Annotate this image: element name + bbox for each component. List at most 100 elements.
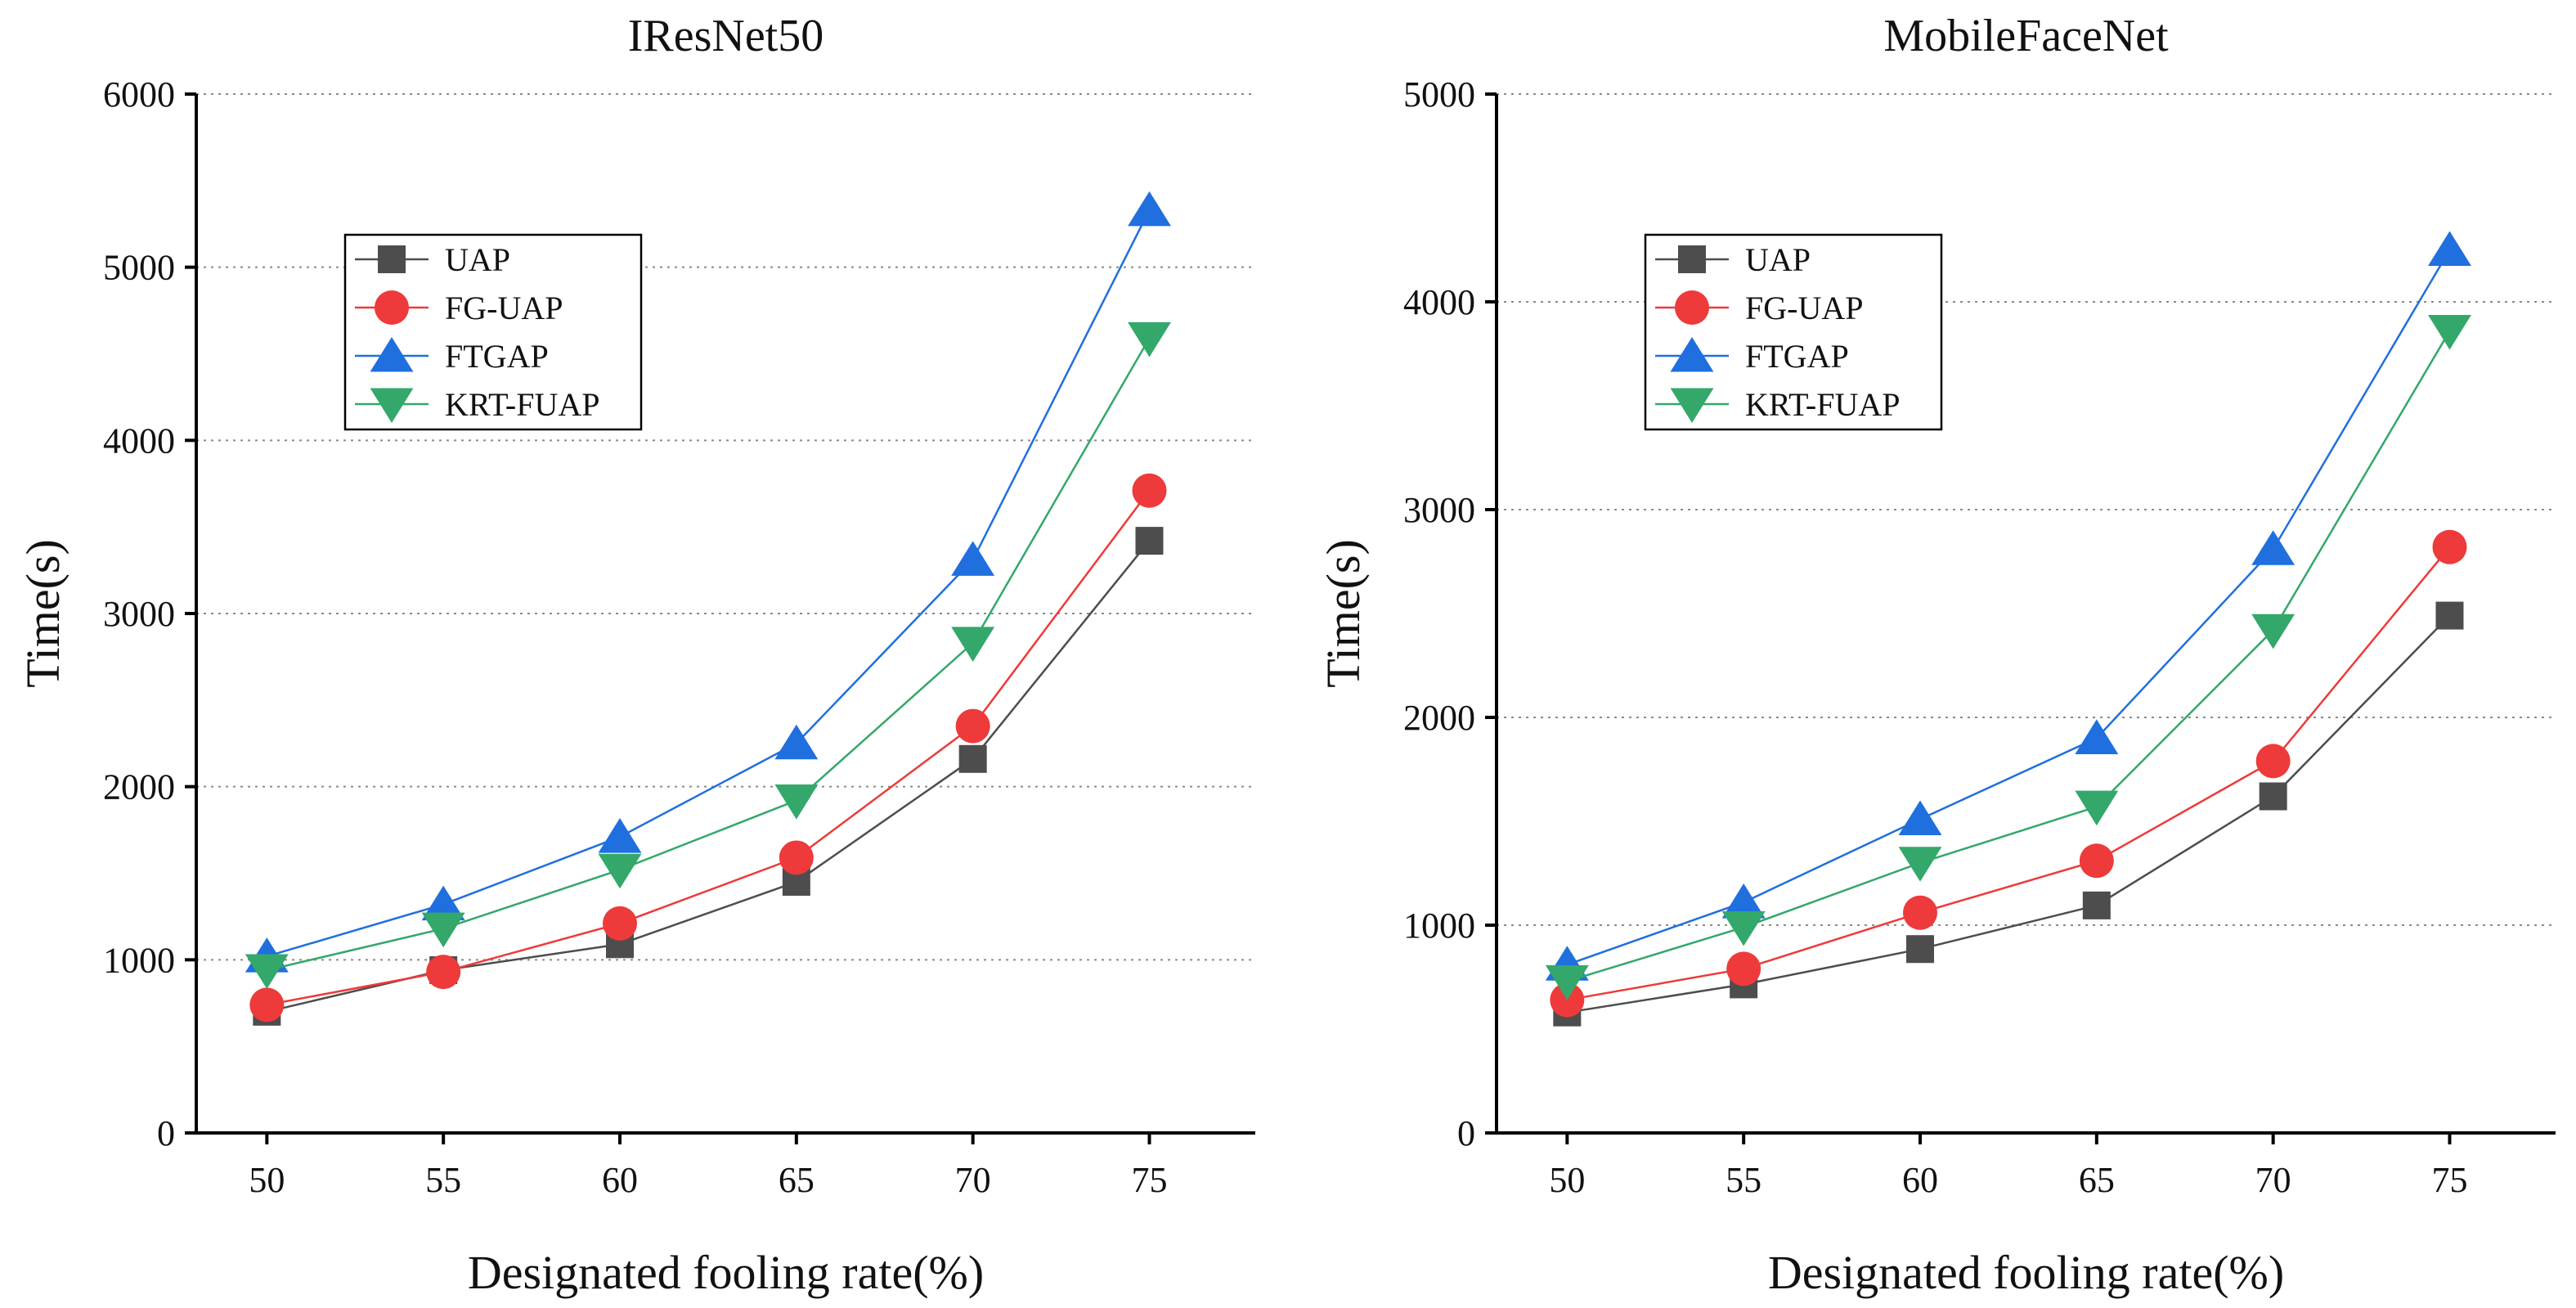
series-line [266,209,1151,958]
series-line [267,540,1151,1014]
data-point [426,955,461,990]
chart-title: IResNet50 [628,11,824,61]
legend-label: KRT-FUAP [1745,386,1901,423]
x-tick-label: 75 [2432,1160,2468,1200]
y-tick-label: 1000 [103,940,175,980]
legend-marker [1670,337,1714,372]
legend-label: FG-UAP [445,290,563,326]
data-point [421,912,465,948]
data-point [779,840,814,875]
series-ftgap [1545,231,2471,981]
series-line [1567,546,2451,1001]
legend-label: FG-UAP [1745,290,1863,326]
series-fg-uap [249,473,1167,1023]
data-point [955,708,990,744]
data-point [774,784,819,820]
y-tick-label: 2000 [1403,698,1475,738]
series-line [267,337,1151,972]
data-point [2075,790,2119,826]
data-point [598,853,642,889]
y-axis-label: Time(s) [1317,539,1370,688]
data-point [2428,231,2471,267]
legend-label: KRT-FUAP [445,386,600,423]
data-point [1903,895,1937,930]
data-point [1128,321,1171,357]
x-tick-label: 70 [955,1160,991,1200]
data-point [2075,719,2119,754]
series-krt-fuap [245,321,1171,990]
y-tick-label: 3000 [103,594,175,634]
y-tick-label: 0 [157,1113,175,1153]
series-line [1566,330,2451,982]
data-point [598,818,642,853]
legend-marker [1678,245,1706,273]
y-tick-label: 2000 [103,767,175,807]
legend-marker [378,245,406,273]
chart-panel-1: 0 1000 2000 3000 4000 5000 6000 50 55 60 65 70 75 IRe… [16,11,1255,1299]
y-tick-label: 0 [1457,1113,1475,1153]
data-point [1128,191,1171,227]
series-krt-fuap [1545,315,2471,1000]
legend-marker [1675,290,1709,325]
x-axis-label: Designated fooling rate(%) [1768,1246,2284,1299]
data-point [2251,614,2296,650]
data-point [249,987,285,1023]
y-tick-label: 5000 [1403,74,1475,115]
data-point [2432,529,2467,564]
data-point [1726,951,1761,987]
legend-marker [370,337,414,372]
data-point [1906,935,1934,964]
data-point [603,906,637,941]
series-line [1567,614,2451,1014]
data-point [1545,965,1589,1000]
data-point [774,724,819,760]
legend-label: UAP [1745,241,1811,278]
data-point [1132,473,1167,508]
series-fg-uap [1550,529,2467,1018]
data-point [2435,601,2464,630]
data-point [1898,847,1942,882]
legend: UAP FG-UAP FTGAP KRT-FUAP [1644,233,1943,431]
data-point [1898,800,1942,836]
legend: UAP FG-UAP FTGAP KRT-FUAP [343,233,643,431]
y-tick-label: 5000 [103,248,175,288]
data-point [1721,883,1766,919]
data-point [958,744,987,773]
legend-marker [1670,388,1714,423]
legend-marker [375,290,409,325]
legend-label: UAP [445,241,510,278]
legend-marker [370,388,414,423]
y-tick-label: 3000 [1403,490,1475,530]
data-point [951,627,995,662]
y-tick-label: 1000 [1403,906,1475,946]
series-line [267,489,1151,1006]
series-uap [1553,601,2464,1027]
x-tick-label: 65 [2079,1160,2115,1200]
series-uap [253,527,1164,1026]
y-tick-label: 6000 [103,74,175,115]
x-tick-label: 60 [602,1160,638,1200]
data-point [2251,530,2296,565]
y-tick-label: 4000 [1403,282,1475,322]
chart-title: MobileFaceNet [1883,11,2169,61]
data-point [421,885,465,921]
data-point [2259,782,2287,811]
data-point [2079,843,2114,879]
legend-label: FTGAP [1745,338,1849,375]
y-tick-label: 4000 [103,420,175,461]
x-tick-label: 75 [1132,1160,1168,1200]
x-axis-label: Designated fooling rate(%) [468,1246,984,1299]
data-point [2255,744,2291,779]
x-tick-label: 60 [1902,1160,1938,1200]
x-tick-label: 55 [1726,1160,1761,1200]
x-tick-label: 70 [2255,1160,2291,1200]
data-point [951,541,995,576]
data-point [2428,315,2471,350]
chart-panel-2: 0 1000 2000 3000 4000 5000 50 55 60 65 70 75 MobileF… [1317,11,2556,1299]
series-line [1566,249,2451,966]
x-tick-label: 50 [249,1160,285,1200]
x-tick-label: 65 [779,1160,815,1200]
y-axis-label: Time(s) [16,539,70,688]
